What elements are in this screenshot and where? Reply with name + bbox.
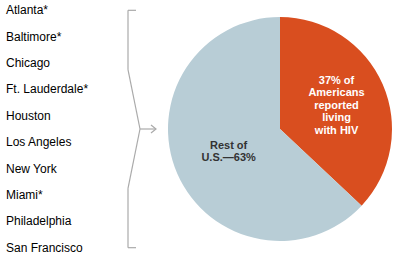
svg-text:Rest ofU.S.—63%: Rest ofU.S.—63% <box>201 139 256 164</box>
svg-text:Chicago: Chicago <box>8 56 50 70</box>
svg-text:New York: New York <box>8 162 58 176</box>
svg-text:Miami*: Miami* <box>8 188 43 202</box>
svg-text:37% ofAmericansreportedlivingw: 37% ofAmericansreportedlivingwith HIV <box>308 74 364 136</box>
svg-text:Los Angeles: Los Angeles <box>8 135 71 149</box>
svg-text:Philadelphia: Philadelphia <box>8 214 72 228</box>
svg-text:San Francisco: San Francisco <box>8 241 83 255</box>
svg-text:Houston: Houston <box>8 109 51 123</box>
svg-text:Baltimore*: Baltimore* <box>8 30 62 44</box>
svg-text:Ft. Lauderdale*: Ft. Lauderdale* <box>8 82 88 96</box>
svg-text:Atlanta*: Atlanta* <box>8 3 48 17</box>
